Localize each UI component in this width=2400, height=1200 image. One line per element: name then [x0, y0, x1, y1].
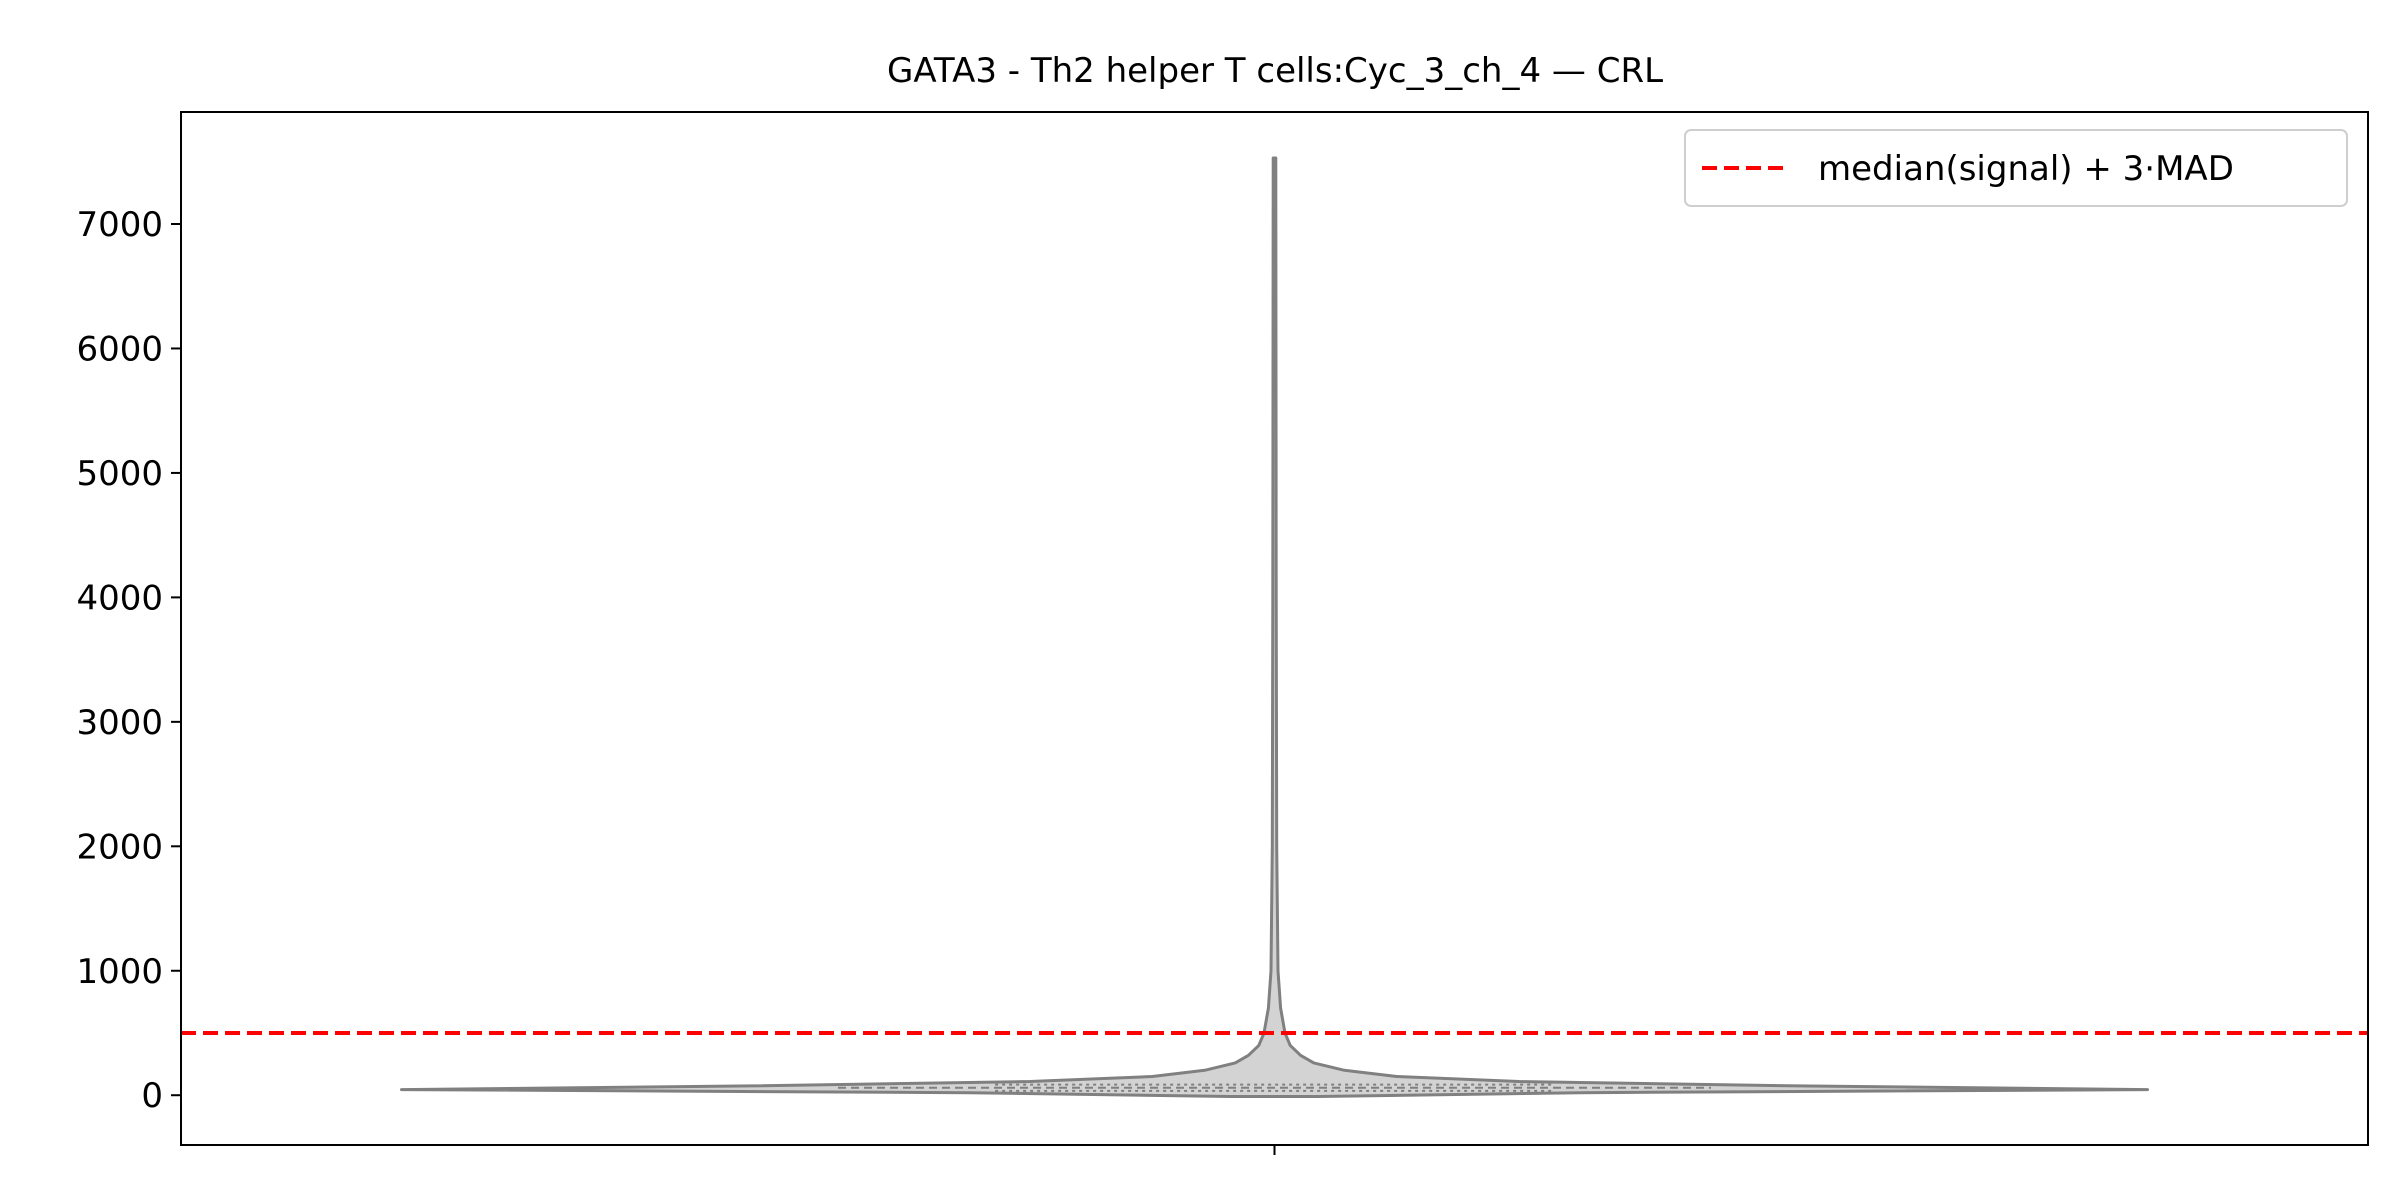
plot-frame: [180, 111, 2369, 1146]
y-tick-label: 2000: [76, 827, 163, 867]
y-tick-label: 1000: [76, 952, 163, 992]
y-tick-label: 4000: [76, 578, 163, 618]
y-tick-label: 0: [141, 1076, 163, 1116]
violin-body: [400, 156, 2149, 1098]
y-tick-label: 7000: [76, 205, 163, 245]
y-tick-label: 5000: [76, 454, 163, 494]
legend: median(signal) + 3·MAD: [1684, 129, 2348, 207]
legend-box: [1684, 129, 2348, 207]
chart-title: GATA3 - Th2 helper T cells:Cyc_3_ch_4 — …: [887, 51, 1663, 91]
legend-label-threshold: median(signal) + 3·MAD: [1818, 149, 2234, 189]
y-tick-label: 6000: [76, 329, 163, 369]
y-tick-label: 3000: [76, 703, 163, 743]
violin-group: [400, 156, 2149, 1098]
y-axis: 0 1000 2000 3000 4000 5000 6000 7000: [76, 205, 181, 1116]
